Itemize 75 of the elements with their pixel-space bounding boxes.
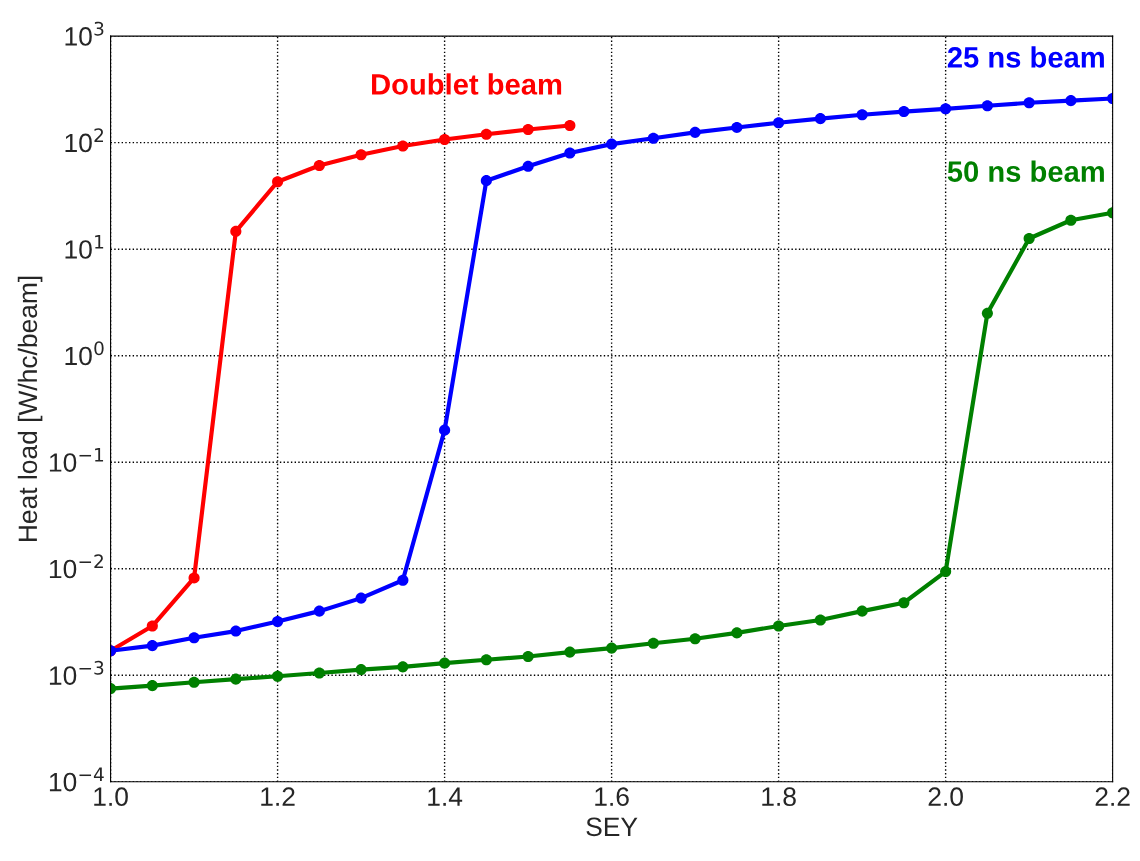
- series-label: 50 ns beam: [947, 160, 1104, 182]
- point: [898, 597, 910, 609]
- y-axis-title: Heat load [W/hc/beam]: [17, 276, 43, 542]
- series-label: 25 ns beam: [947, 46, 1104, 68]
- point: [272, 176, 284, 188]
- point: [439, 424, 451, 436]
- point: [355, 149, 367, 161]
- point: [188, 572, 200, 584]
- point: [230, 225, 242, 237]
- point: [313, 159, 325, 172]
- y-tick-label: 10$^{2}$: [65, 128, 103, 153]
- y-tick-label: 10$^{−2}$: [49, 554, 103, 579]
- point: [1023, 232, 1035, 245]
- point: [1023, 97, 1035, 109]
- point: [522, 123, 534, 136]
- point: [397, 140, 409, 152]
- point: [146, 640, 158, 652]
- point: [272, 615, 284, 628]
- point: [731, 627, 743, 639]
- point: [898, 105, 910, 118]
- point: [731, 121, 743, 133]
- point: [940, 566, 952, 578]
- point: [606, 138, 618, 150]
- point: [647, 637, 659, 649]
- point: [689, 126, 701, 138]
- point: [480, 654, 492, 666]
- point: [480, 175, 492, 187]
- point: [355, 592, 367, 604]
- point: [1065, 214, 1077, 226]
- point: [439, 133, 451, 146]
- x-tick-label: 1.6: [595, 787, 629, 807]
- point: [647, 132, 659, 144]
- point: [564, 147, 576, 159]
- y-tick-label: 10$^{−3}$: [49, 660, 104, 685]
- y-tick-label: 10$^{−1}$: [49, 448, 104, 472]
- series-label: Doublet beam: [372, 73, 562, 95]
- point: [940, 103, 952, 115]
- y-tick-label: 10$^{0}$: [65, 341, 104, 366]
- point: [773, 117, 785, 129]
- point: [480, 128, 492, 140]
- point: [230, 625, 242, 637]
- point: [814, 614, 826, 626]
- y-tick-label: 10$^{3}$: [65, 21, 104, 46]
- point: [313, 605, 325, 617]
- point: [606, 642, 618, 654]
- x-tick-label: 1.8: [762, 787, 796, 807]
- x-tick-label: 1.2: [261, 787, 295, 806]
- point: [689, 633, 701, 645]
- point: [1065, 95, 1077, 107]
- point: [856, 605, 868, 617]
- point: [146, 620, 158, 632]
- point: [355, 664, 367, 676]
- point: [564, 119, 576, 132]
- point: [981, 100, 993, 112]
- point: [188, 632, 200, 644]
- x-tick-label: 2.0: [928, 787, 963, 807]
- point: [313, 667, 325, 679]
- point: [773, 620, 785, 632]
- point: [146, 680, 158, 692]
- point: [522, 650, 534, 663]
- point: [522, 160, 534, 172]
- x-tick-label: 1.4: [428, 787, 463, 806]
- x-tick-label: 2.2: [1095, 787, 1130, 806]
- x-axis-title: SEY: [586, 817, 638, 837]
- point: [814, 113, 826, 125]
- point: [397, 574, 409, 586]
- point: [981, 307, 993, 319]
- point: [397, 661, 409, 673]
- y-tick-label: 10$^{1}$: [65, 235, 104, 259]
- point: [564, 646, 576, 658]
- point: [272, 670, 284, 682]
- point: [856, 109, 868, 121]
- point: [230, 673, 242, 685]
- point: [188, 676, 200, 688]
- point: [439, 657, 451, 669]
